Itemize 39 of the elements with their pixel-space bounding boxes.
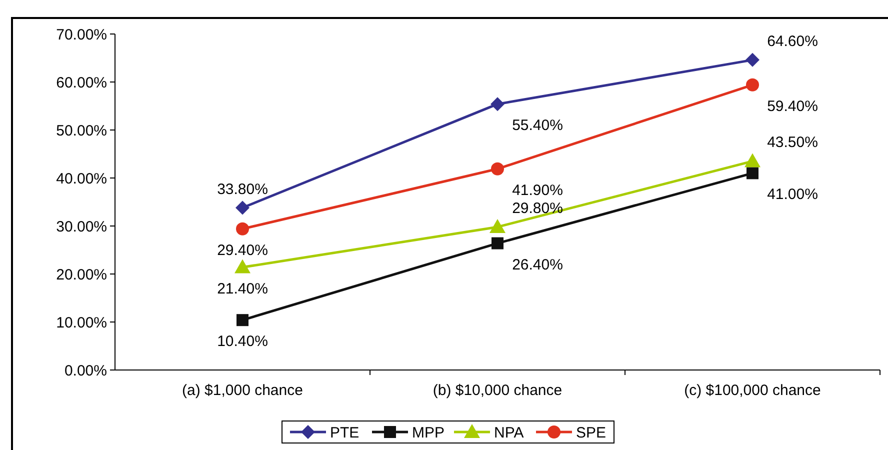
- data-label: 59.40%: [767, 98, 818, 115]
- y-tick-label: 20.00%: [56, 266, 107, 284]
- legend-label: SPE: [576, 424, 606, 442]
- y-tick-label: 10.00%: [56, 314, 107, 332]
- data-label: 41.90%: [512, 182, 563, 199]
- point: [746, 167, 758, 180]
- y-tick-label: 30.00%: [56, 218, 107, 236]
- point: [236, 222, 249, 236]
- point: [490, 218, 506, 233]
- point: [234, 259, 250, 274]
- data-label: 29.40%: [217, 242, 268, 259]
- point: [492, 237, 504, 250]
- data-label: 33.80%: [217, 180, 268, 198]
- y-tick-label: 70.00%: [56, 26, 107, 44]
- point: [744, 153, 760, 168]
- point: [236, 200, 250, 215]
- y-tick-label: 0.00%: [64, 362, 107, 380]
- point: [236, 314, 248, 326]
- y-tick-label: 60.00%: [56, 74, 107, 92]
- data-label: 10.40%: [217, 333, 268, 350]
- legend-label: NPA: [494, 424, 524, 442]
- x-tick-label: (c) $100,000 chance: [684, 382, 821, 399]
- point: [746, 52, 760, 67]
- x-tick-label: (a) $1,000 chance: [182, 382, 303, 399]
- data-label: 29.80%: [512, 200, 563, 217]
- data-label: 55.40%: [512, 117, 563, 134]
- point: [746, 78, 759, 92]
- legend-label: MPP: [412, 424, 445, 442]
- data-label: 21.40%: [217, 280, 268, 298]
- y-tick-label: 50.00%: [56, 122, 107, 140]
- point: [491, 162, 504, 176]
- data-label: 64.60%: [767, 32, 818, 50]
- data-label: 43.50%: [767, 134, 818, 152]
- point: [490, 97, 504, 112]
- data-label: 26.40%: [512, 256, 563, 274]
- data-label: 41.00%: [767, 186, 818, 204]
- y-tick-label: 40.00%: [56, 170, 107, 188]
- x-tick-label: (b) $10,000 chance: [432, 382, 562, 399]
- legend-label: PTE: [330, 424, 360, 442]
